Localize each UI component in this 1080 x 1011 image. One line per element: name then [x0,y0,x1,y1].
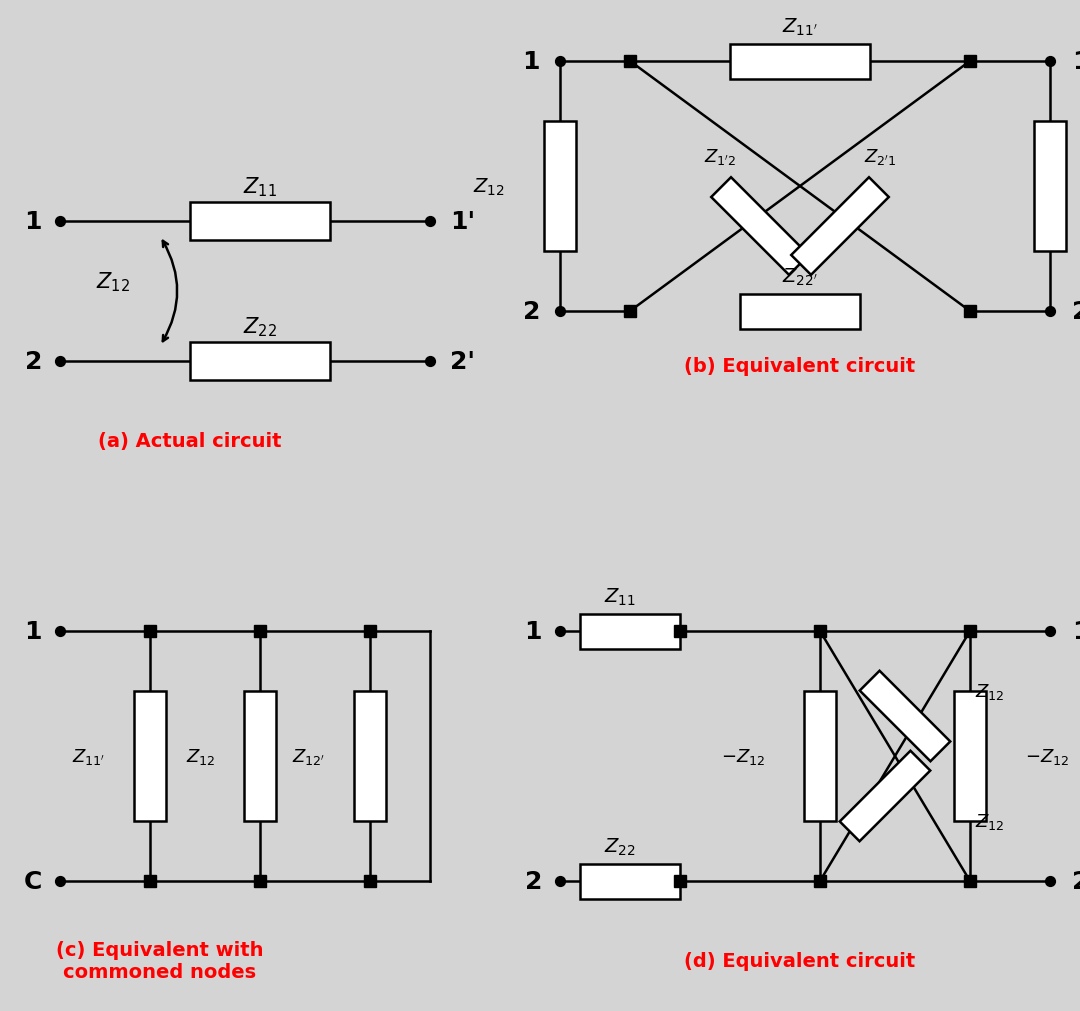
Text: $Z_{12}$: $Z_{12}$ [975,811,1004,831]
Text: $Z_{12}$: $Z_{12}$ [473,176,505,197]
Bar [354,692,386,821]
Bar [740,294,860,330]
Text: $Z_{11}$: $Z_{11}$ [604,585,636,607]
Text: (b) Equivalent circuit: (b) Equivalent circuit [685,357,916,376]
Text: 2: 2 [525,869,542,893]
Point [1041,303,1058,319]
Point [552,624,569,640]
Bar [730,44,870,80]
Text: $Z_{12'}$: $Z_{12'}$ [292,746,325,766]
Text: $Z_{2'1}$: $Z_{2'1}$ [864,147,896,167]
Text: $Z_{11'}$: $Z_{11'}$ [71,746,105,766]
Point [552,874,569,890]
Point [52,624,69,640]
Text: $-Z_{12}$: $-Z_{12}$ [720,746,765,766]
Bar [580,863,680,899]
Text: 1': 1' [450,210,475,234]
Text: 1: 1 [523,50,540,74]
Text: 1': 1' [1072,620,1080,643]
Bar [134,692,166,821]
Point [52,213,69,229]
Bar [190,203,330,241]
Bar [244,692,276,821]
Point [1041,624,1058,640]
Bar [792,178,889,276]
Text: 2': 2' [1072,299,1080,324]
Point [1041,874,1058,890]
Point [1041,54,1058,70]
Bar [954,692,986,821]
Text: 1: 1 [525,620,542,643]
Text: 2': 2' [450,350,475,374]
Bar [190,343,330,380]
Text: (a) Actual circuit: (a) Actual circuit [98,432,282,451]
Text: $Z_{22'}$: $Z_{22'}$ [782,266,818,287]
Text: $Z_{22}$: $Z_{22}$ [604,835,636,856]
Text: $Z_{12}$: $Z_{12}$ [975,681,1004,702]
Point [421,213,438,229]
Text: (d) Equivalent circuit: (d) Equivalent circuit [685,951,916,971]
Text: (c) Equivalent with
commoned nodes: (c) Equivalent with commoned nodes [56,940,264,982]
Text: $Z_{1'2}$: $Z_{1'2}$ [704,147,737,167]
Point [552,303,569,319]
Bar [712,178,809,276]
Bar [804,692,836,821]
Point [52,874,69,890]
Point [421,354,438,370]
Text: C: C [24,869,42,893]
Text: 1: 1 [25,620,42,643]
Bar [580,614,680,649]
Text: $Z_{12}$: $Z_{12}$ [186,746,215,766]
Text: 1: 1 [25,210,42,234]
Bar [544,122,576,252]
Text: $Z_{11}$: $Z_{11}$ [243,175,276,198]
Text: 1': 1' [1072,50,1080,74]
Bar [860,671,950,761]
Text: 2': 2' [1072,869,1080,893]
Text: $Z_{11'}$: $Z_{11'}$ [782,16,818,37]
Text: $Z_{12}$: $Z_{12}$ [96,270,130,293]
Point [52,354,69,370]
Text: $Z_{22}$: $Z_{22}$ [243,314,276,339]
Text: $-Z_{12}$: $-Z_{12}$ [1025,746,1069,766]
Bar [1034,122,1066,252]
Bar [840,751,930,841]
Point [552,54,569,70]
Text: 2: 2 [523,299,540,324]
Text: 2: 2 [25,350,42,374]
